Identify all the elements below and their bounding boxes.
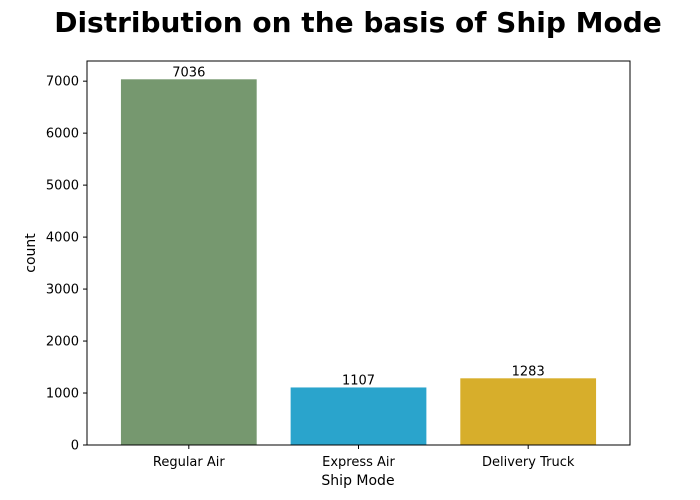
x-tick-label: Express Air [322,455,395,470]
y-tick-label: 3000 [46,283,79,298]
bar-regular-air [120,79,257,446]
x-axis-label: Ship Mode [321,473,394,489]
x-tick-label: Regular Air [153,455,225,470]
data-label: 1107 [342,373,375,388]
data-label: 1283 [512,364,545,379]
y-tick-label: 7000 [46,75,79,90]
data-labels: 7036 1107 1283 [172,65,544,388]
bar-express-air [290,387,427,445]
y-tick-label: 2000 [46,335,79,350]
chart-title: Distribution on the basis of Ship Mode [54,6,662,39]
x-axis-ticks: Regular Air Express Air Delivery Truck [153,445,575,470]
y-tick-label: 1000 [46,387,79,402]
y-tick-label: 0 [71,439,79,454]
x-tick-label: Delivery Truck [482,455,575,470]
bar-delivery-truck [460,378,597,445]
plot-frame [86,60,631,446]
y-axis-ticks: 0 1000 2000 3000 4000 5000 6000 7000 [46,75,87,454]
data-label: 7036 [172,65,205,80]
y-tick-label: 6000 [46,127,79,142]
y-tick-label: 4000 [46,231,79,246]
bars-layer [120,79,597,446]
y-tick-label: 5000 [46,179,79,194]
y-axis-label: count [23,233,39,273]
